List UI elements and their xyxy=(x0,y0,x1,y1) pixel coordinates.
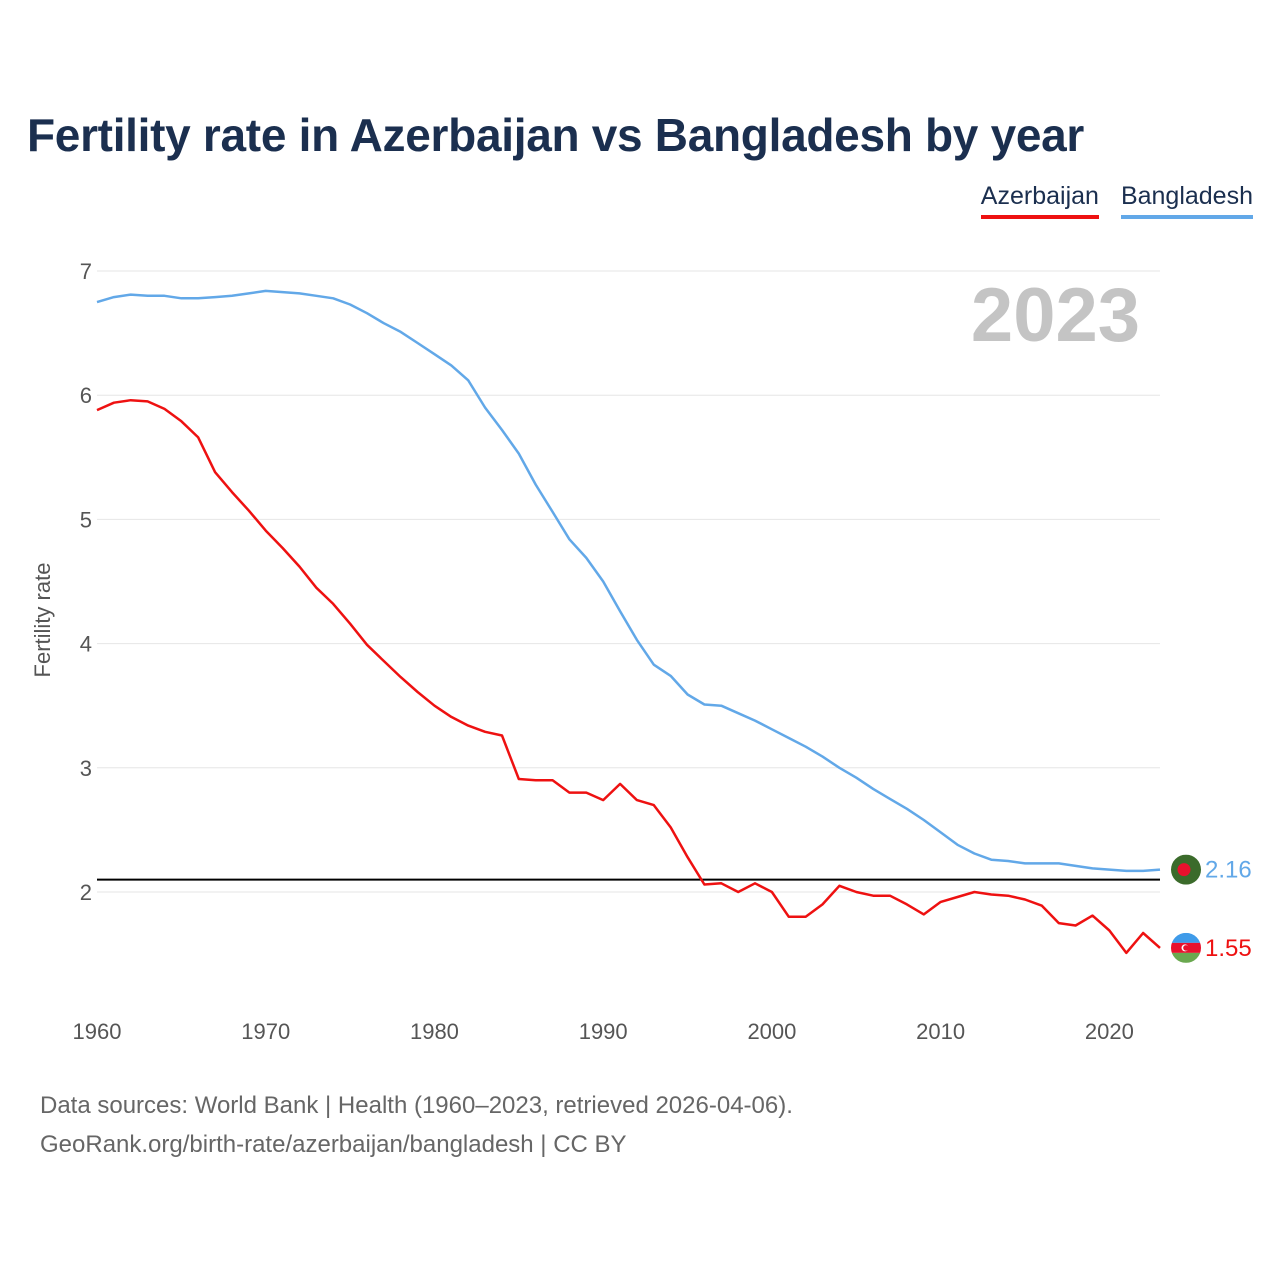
y-axis-label: Fertility rate xyxy=(30,563,55,678)
marker-layer: 1.55 2.16 xyxy=(1171,854,1252,963)
x-tick-label-2010: 2010 xyxy=(916,1019,965,1044)
end-value-label-bangladesh: 2.16 xyxy=(1205,857,1252,884)
series-line-bangladesh[interactable] xyxy=(96,289,1161,873)
x-tick-label-1960: 1960 xyxy=(73,1019,122,1044)
footer-sources: Data sources: World Bank | Health (1960–… xyxy=(40,1092,793,1119)
y-tick-label-4: 4 xyxy=(80,632,92,657)
y-tick-label-2: 2 xyxy=(80,880,92,905)
series-layer xyxy=(96,289,1161,955)
x-tick-label-2000: 2000 xyxy=(747,1019,796,1044)
current-year-label: 2023 xyxy=(971,273,1140,358)
end-value-label-azerbaijan: 1.55 xyxy=(1205,935,1252,962)
grid-layer: 2 3 4 5 6 7 1960 1970 1980 1990 2000 2010 2020 xyxy=(73,259,1160,1044)
series-line-azerbaijan[interactable] xyxy=(96,398,1161,955)
y-tick-label-5: 5 xyxy=(80,507,92,532)
footer-attribution[interactable]: GeoRank.org/birth-rate/azerbaijan/bangla… xyxy=(40,1131,627,1158)
footer: Data sources: World Bank | Health (1960–… xyxy=(40,1086,793,1164)
legend-item-bangladesh[interactable]: Bangladesh xyxy=(1120,182,1253,219)
x-tick-label-1980: 1980 xyxy=(410,1019,459,1044)
chart-title: Fertility rate in Azerbaijan vs Banglade… xyxy=(27,109,1085,161)
x-tick-label-1970: 1970 xyxy=(241,1019,290,1044)
flag-icon-azerbaijan xyxy=(1171,932,1201,963)
y-tick-label-3: 3 xyxy=(80,756,92,781)
x-tick-label-1990: 1990 xyxy=(579,1019,628,1044)
flag-icon-bangladesh xyxy=(1171,854,1201,885)
legend: Azerbaijan Bangladesh xyxy=(980,182,1253,219)
y-tick-label-6: 6 xyxy=(80,383,92,408)
legend-item-azerbaijan[interactable]: Azerbaijan xyxy=(980,182,1099,219)
x-tick-label-2020: 2020 xyxy=(1085,1019,1134,1044)
y-tick-label-7: 7 xyxy=(80,259,92,284)
